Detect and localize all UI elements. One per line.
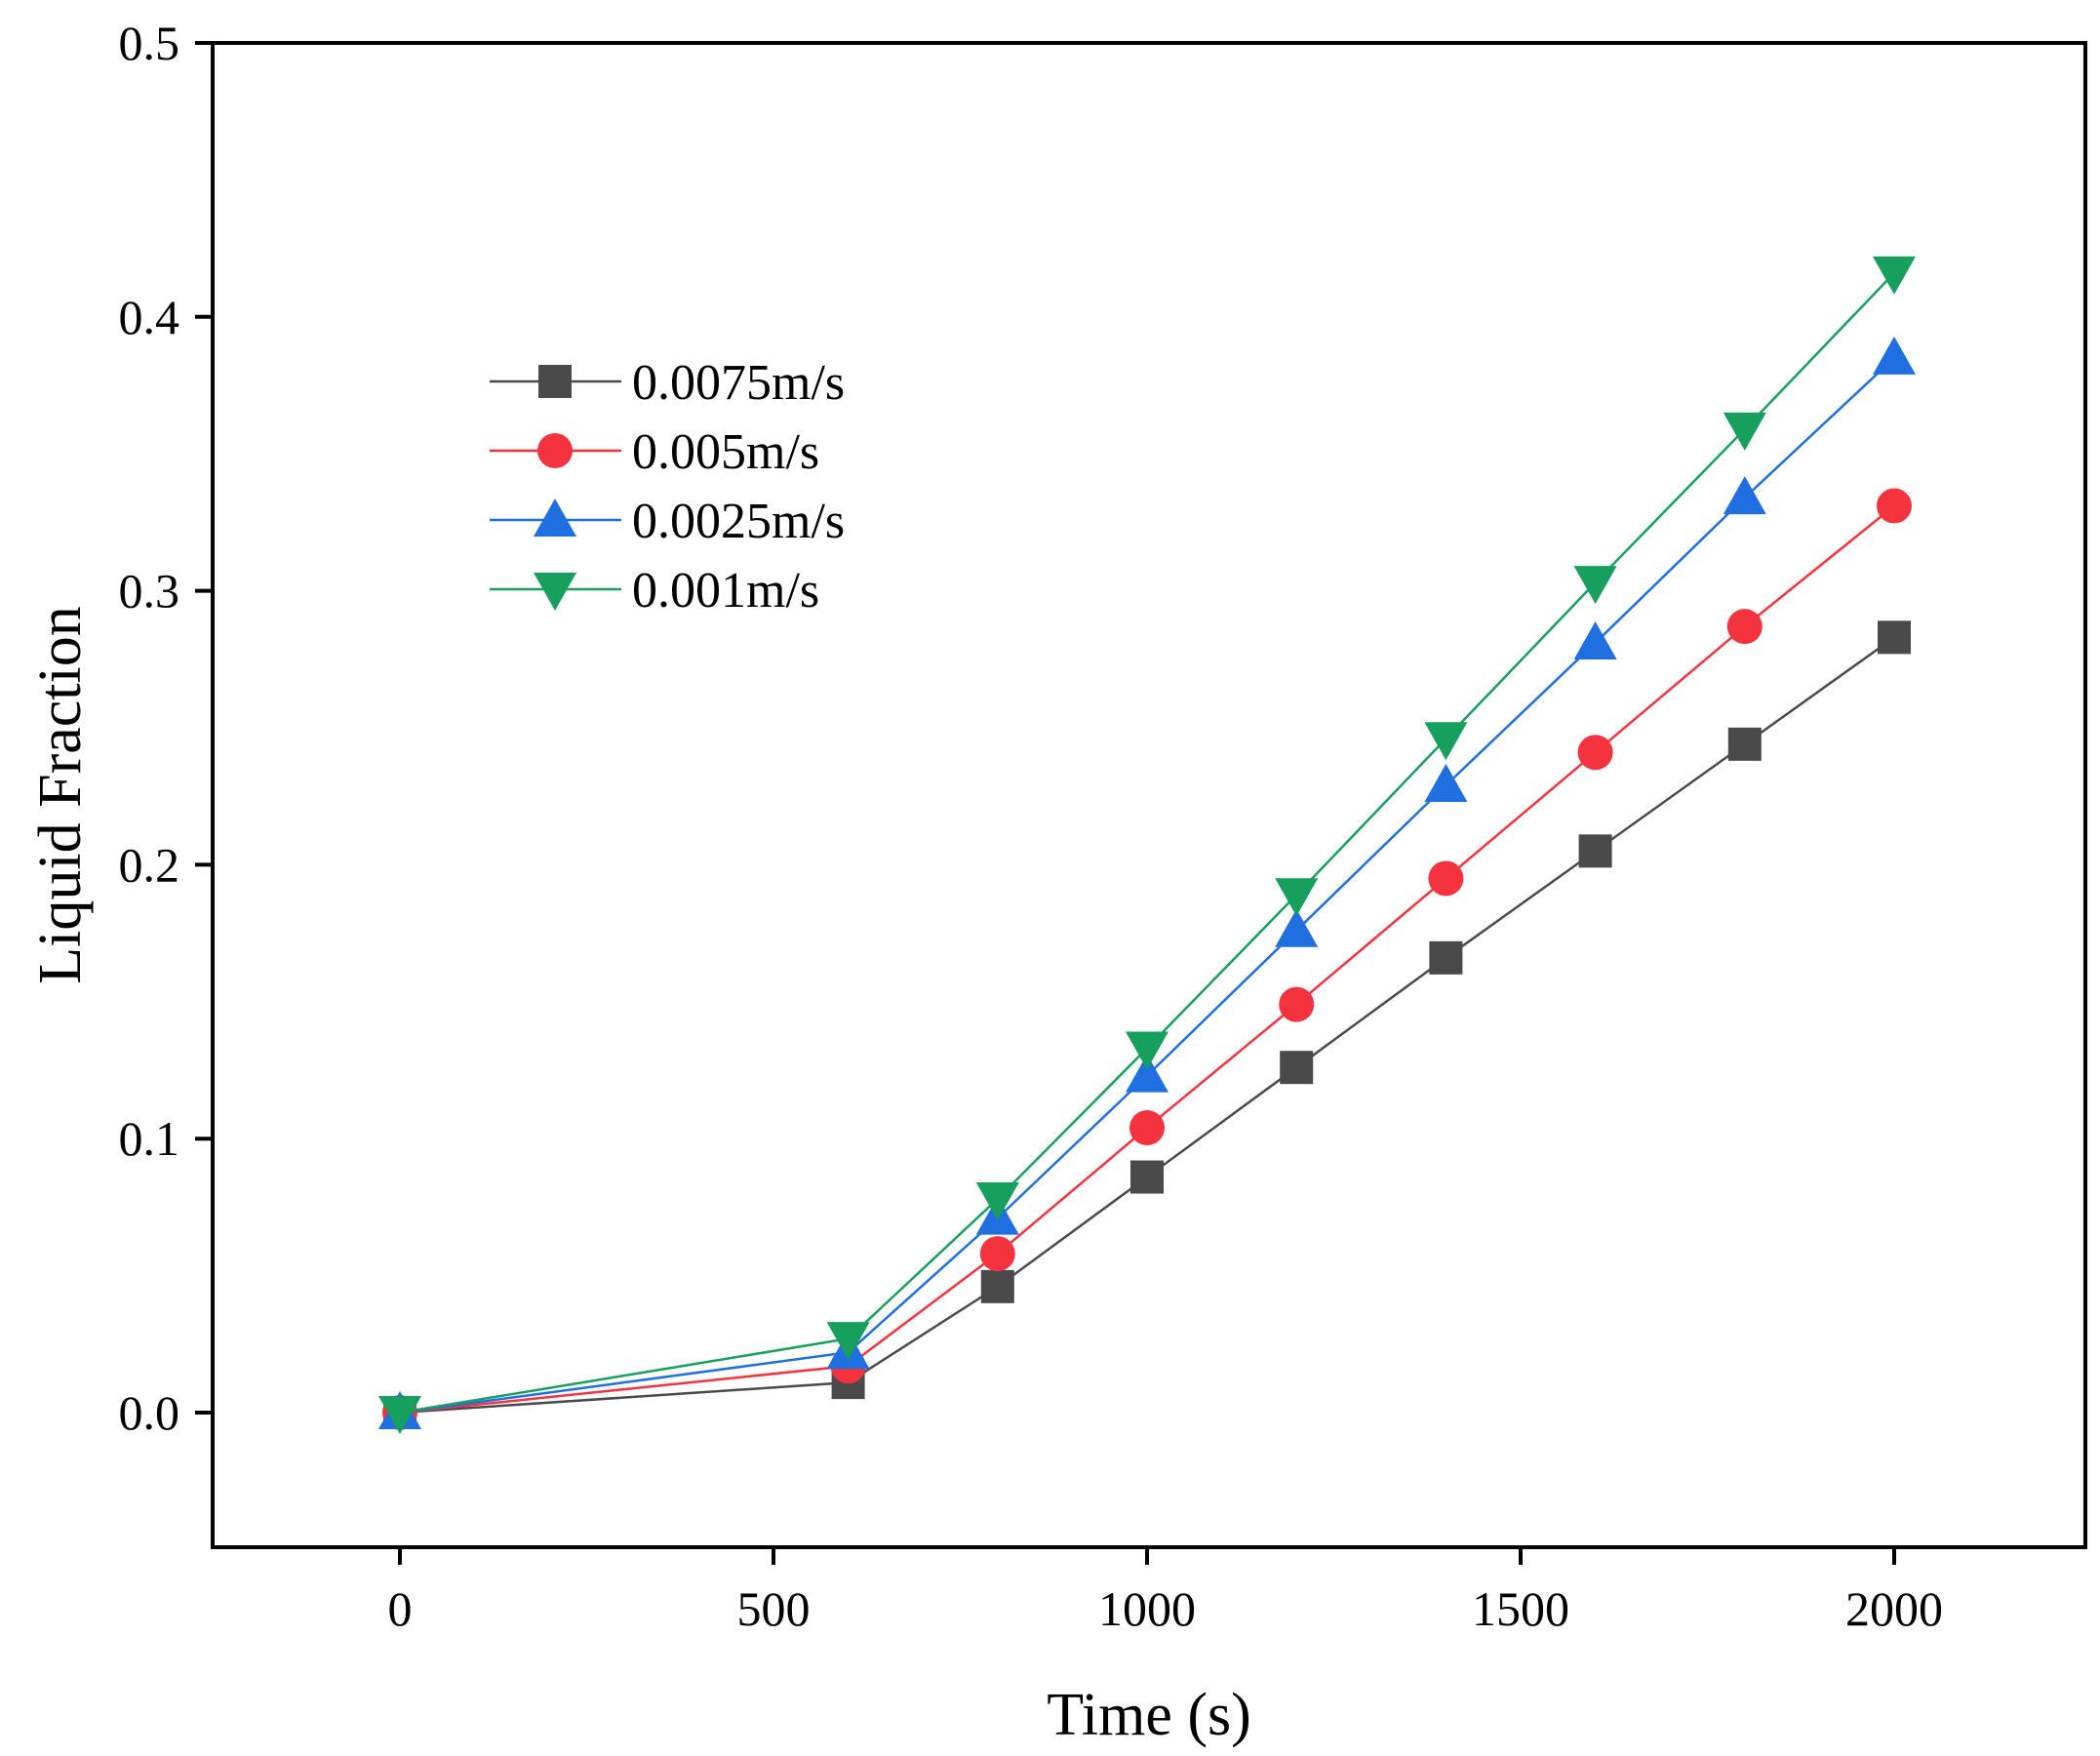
y-tick-label: 0.3: [119, 564, 180, 619]
data-point: [1424, 722, 1468, 761]
data-point: [1275, 878, 1319, 917]
data-point: [1578, 834, 1612, 868]
data-point: [1873, 336, 1916, 375]
data-point: [378, 1396, 421, 1434]
series-3: [378, 336, 1916, 1429]
data-point: [1424, 763, 1468, 802]
x-tick-label: 1500: [1472, 1581, 1569, 1636]
legend-label: 0.005m/s: [632, 424, 819, 480]
x-tick-label: 2000: [1845, 1581, 1943, 1636]
data-point: [1573, 566, 1617, 605]
series-line: [399, 272, 1895, 1415]
y-tick-label: 0.0: [119, 1385, 180, 1440]
data-point: [1429, 940, 1463, 975]
legend-marker: [538, 365, 572, 398]
x-tick-label: 500: [737, 1581, 811, 1636]
legend: 0.0075m/s 0.005m/s 0.0025m/s 0.001m/s: [490, 355, 845, 619]
data-point: [1275, 908, 1319, 947]
series-line: [399, 504, 1895, 1415]
series-line: [399, 636, 1895, 1415]
y-tick-label: 0.1: [119, 1111, 180, 1166]
data-point: [1129, 1109, 1165, 1145]
data-point: [1280, 1051, 1314, 1085]
data-point: [1130, 1160, 1164, 1194]
series-1: [383, 620, 1911, 1429]
series-2: [382, 488, 1912, 1430]
data-point: [979, 1236, 1015, 1272]
series-layer: [378, 256, 1916, 1434]
series-4: [378, 256, 1916, 1434]
legend-item: 0.001m/s: [490, 563, 819, 619]
data-point: [826, 1322, 870, 1361]
legend-item: 0.0075m/s: [490, 355, 845, 411]
data-point: [1573, 620, 1617, 659]
x-axis-title: Time (s): [1047, 1682, 1251, 1748]
legend-label: 0.0025m/s: [632, 494, 845, 549]
data-point: [1726, 609, 1763, 645]
data-point: [975, 1181, 1019, 1220]
y-tick-label: 0.4: [119, 290, 180, 344]
data-point: [1428, 860, 1464, 897]
x-tick-label: 1000: [1098, 1581, 1196, 1636]
x-tick-label: 0: [388, 1581, 413, 1636]
data-point: [1126, 1031, 1169, 1070]
legend-item: 0.0025m/s: [490, 494, 845, 549]
data-point: [1878, 620, 1911, 655]
legend-marker: [537, 433, 573, 468]
plot-frame: [211, 41, 2087, 1549]
series-line: [399, 357, 1895, 1415]
data-point: [1279, 986, 1315, 1022]
legend-marker: [534, 573, 576, 611]
y-tick-label: 0.2: [119, 837, 180, 892]
data-point: [1723, 476, 1766, 515]
data-point: [1873, 256, 1916, 295]
data-point: [980, 1269, 1014, 1303]
data-point: [1577, 735, 1613, 771]
data-point: [1877, 488, 1912, 524]
legend-label: 0.0075m/s: [632, 355, 845, 411]
legend-label: 0.001m/s: [632, 563, 819, 619]
ticks-layer: 0 500 1000 1500 2000 0.0 0.1 0.2 0.3 0.4 0.5: [119, 16, 1944, 1636]
legend-item: 0.005m/s: [490, 424, 819, 480]
data-point: [1727, 727, 1762, 761]
data-point: [1126, 1054, 1169, 1093]
legend-marker: [534, 499, 576, 537]
y-tick-label: 0.5: [119, 16, 180, 70]
y-axis-title: Liquid Fraction: [27, 606, 94, 983]
data-point: [1723, 412, 1766, 451]
